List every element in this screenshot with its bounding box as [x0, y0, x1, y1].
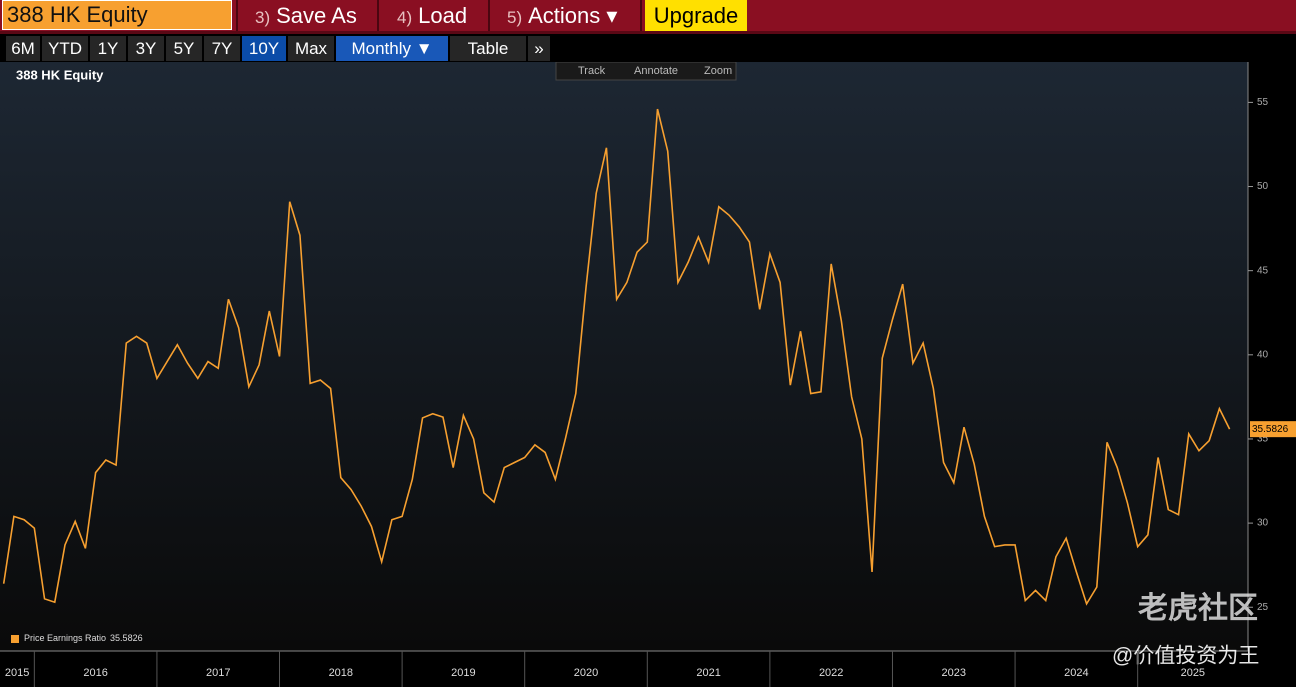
y-tick-label: 55 [1257, 97, 1269, 108]
track-tool[interactable]: Track [578, 65, 606, 77]
more-button[interactable]: » [528, 36, 550, 61]
y-tick-label: 25 [1257, 602, 1269, 613]
period-button[interactable]: 5Y [166, 36, 202, 61]
separator [640, 0, 642, 31]
period-button[interactable]: 1Y [90, 36, 126, 61]
plot-background [0, 62, 1248, 651]
period-button[interactable]: 7Y [204, 36, 240, 61]
x-tick-label: 2017 [206, 667, 230, 679]
legend-entry: Price Earnings Ratio 35.5826 [24, 633, 143, 643]
key: 5) [507, 8, 523, 27]
period-button[interactable]: 10Y [242, 36, 286, 61]
chart-title: 388 HK Equity [16, 67, 104, 82]
x-tick-label: 2025 [1181, 667, 1205, 679]
table-button[interactable]: Table [450, 36, 526, 61]
period-bar: 6M YTD 1Y 3Y 5Y 7Y 10Y Max Monthly ▼ Table» [0, 36, 1296, 62]
save-as-button[interactable]: 3) Save As [255, 0, 357, 31]
key: 3) [255, 8, 271, 27]
actions-button[interactable]: 5) Actions ▾ [507, 0, 617, 31]
y-tick-label: 45 [1257, 265, 1269, 276]
legend-value: 35.5826 [110, 633, 143, 643]
watermark-brand: 老虎社区 [1138, 592, 1258, 625]
x-tick-label: 2020 [574, 667, 598, 679]
y-tick-label: 40 [1257, 349, 1269, 360]
frequency-dropdown[interactable]: Monthly ▼ [336, 36, 448, 61]
zoom-tool[interactable]: Zoom [704, 65, 732, 77]
load-button[interactable]: 4) Load [397, 0, 467, 31]
x-tick-label: 2019 [451, 667, 475, 679]
period-button[interactable]: 3Y [128, 36, 164, 61]
last-value-label: 35.5826 [1252, 424, 1289, 435]
period-button[interactable]: Max [288, 36, 334, 61]
x-tick-label: 2023 [942, 667, 966, 679]
watermark-handle: @价值投资为王 [1112, 645, 1259, 668]
y-tick-label: 35 [1257, 434, 1269, 445]
y-tick-label: 30 [1257, 518, 1269, 529]
label: Actions ▾ [528, 3, 618, 28]
x-tick-label: 2015 [5, 667, 29, 679]
separator [488, 0, 490, 31]
period-button[interactable]: 6M [6, 36, 40, 61]
annotate-tool[interactable]: Annotate [634, 65, 678, 77]
x-tick-label: 2018 [329, 667, 353, 679]
separator [236, 0, 238, 31]
period-button[interactable]: YTD [42, 36, 88, 61]
x-tick-label: 2021 [696, 667, 720, 679]
x-tick-label: 2024 [1064, 667, 1088, 679]
legend-name: Price Earnings Ratio [24, 633, 106, 643]
y-tick-label: 50 [1257, 181, 1269, 192]
axis-background [1248, 62, 1296, 651]
label: Save As [276, 3, 357, 28]
last-value-box [1250, 421, 1296, 438]
key: 4) [397, 8, 413, 27]
security-input[interactable]: 388 HK Equity [2, 0, 232, 30]
upgrade-button[interactable]: Upgrade [645, 0, 747, 31]
line-series [2, 108, 1231, 606]
separator [377, 0, 379, 31]
x-tick-label: 2016 [83, 667, 107, 679]
legend-swatch [11, 635, 19, 643]
x-tick-label: 2022 [819, 667, 843, 679]
label: Load [418, 3, 468, 28]
title-bar: 388 HK Equity 3) Save As 4) Load 5) Actions… [0, 0, 1296, 34]
chart: 388 HK Equity Track Annotate Zoom 老虎社区 @… [0, 62, 1296, 687]
chart-tools [555, 62, 737, 81]
